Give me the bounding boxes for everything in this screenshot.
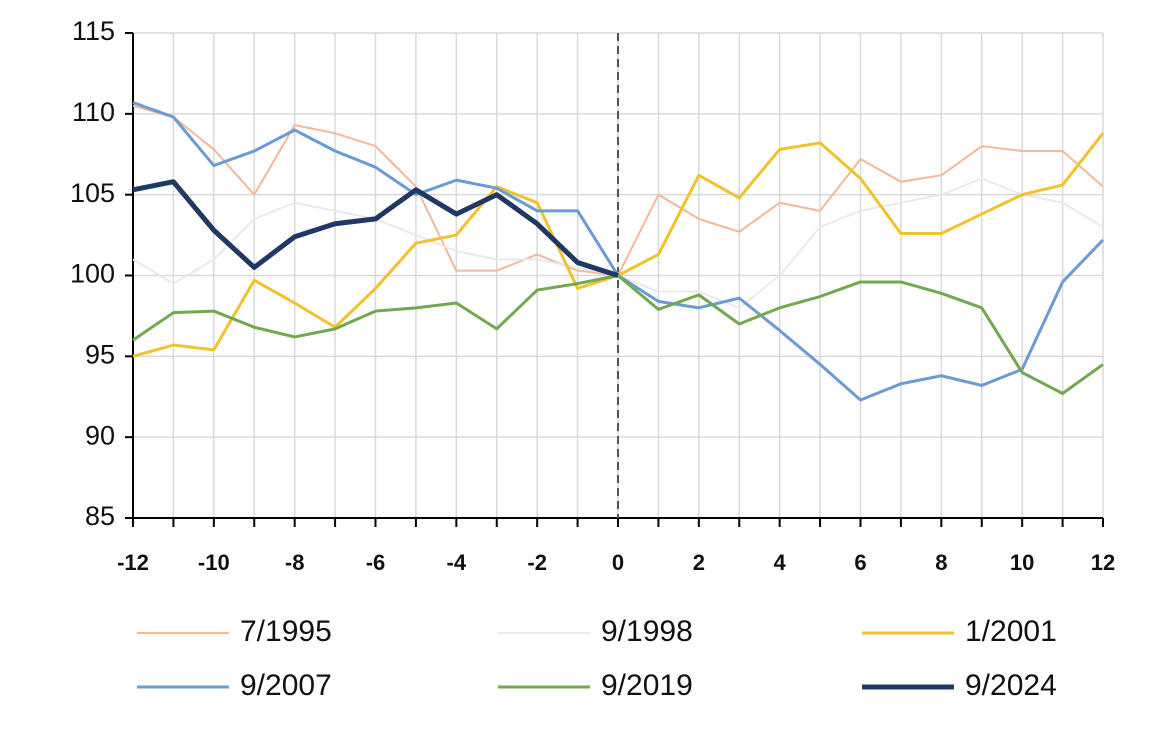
legend-label: 9/2007	[240, 669, 332, 702]
x-tick-label: 8	[935, 550, 947, 575]
y-tick-label: 85	[85, 501, 115, 531]
x-tick-label: -10	[198, 550, 230, 575]
series-line	[132, 179, 619, 278]
x-tick-label: -12	[117, 550, 149, 575]
x-tick-label: -8	[285, 550, 305, 575]
y-tick-label: 90	[85, 420, 115, 450]
y-tick-label: 100	[70, 259, 115, 289]
legend-label: 7/1995	[240, 615, 332, 648]
x-tick-label: 10	[1010, 550, 1034, 575]
legend-label: 9/2019	[601, 669, 693, 702]
y-tick-label: 95	[85, 339, 115, 369]
legend-label: 9/1998	[601, 615, 693, 648]
x-tick-label: 2	[693, 550, 705, 575]
x-tick-label: 4	[774, 550, 787, 575]
x-tick-label: -2	[527, 550, 547, 575]
legend-label: 9/2024	[965, 669, 1057, 702]
x-tick-label: 6	[854, 550, 866, 575]
x-tick-label: 0	[612, 550, 624, 575]
y-tick-label: 115	[72, 16, 115, 46]
legend-label: 1/2001	[965, 615, 1057, 648]
x-tick-label: 12	[1091, 550, 1115, 575]
y-tick-label: 105	[70, 178, 115, 208]
y-tick-label: 110	[72, 97, 115, 127]
x-tick-label: -6	[366, 550, 386, 575]
x-tick-label: -4	[447, 550, 467, 575]
